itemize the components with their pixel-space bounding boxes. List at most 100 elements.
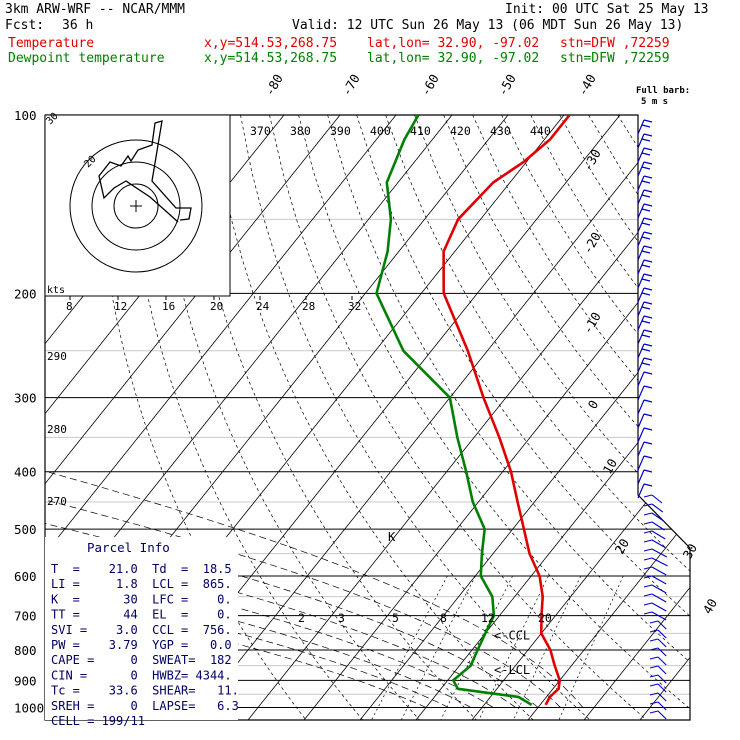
dewpoint-legend: Dewpoint temperature [8,51,165,66]
wind-barb [657,647,667,657]
wind-barb [649,692,659,696]
wind-barb [651,557,668,567]
wind-barb [637,399,645,415]
mixing-ratio-label: 20 [538,611,552,625]
wind-barb [649,665,659,669]
hodograph-speed-label: 20 [210,300,223,313]
theta-label: 420 [450,124,471,138]
theta-label: 400 [370,124,391,138]
parcel-info-title: Parcel Info [87,540,170,555]
dry-adiabat-line [705,115,740,720]
wind-barb [643,371,653,375]
full-barb-label: Full barb: [636,86,690,96]
parcel-info-row: SVI = 3.0 CCL = 756. [51,623,232,637]
wind-barb [651,566,667,576]
pressure-label: 900 [14,673,37,688]
wind-barb [641,138,651,142]
wind-barb [651,593,667,603]
isotherm-line [45,115,341,720]
wind-barb [643,119,653,123]
dry-adiabat-line [211,115,534,720]
wind-barb [643,245,653,249]
wind-barb [643,315,653,319]
dry-adiabat-line [124,115,364,720]
isotherm-line [191,115,677,720]
wind-barb [641,222,651,226]
pressure-label: 400 [14,465,37,480]
wind-barb [649,710,659,714]
dew-xy: x,y=514.53,268.75 [204,51,338,66]
wind-barb [641,194,651,198]
isotherm-line [527,115,690,720]
wind-barb [643,343,653,347]
wind-barb [643,566,653,570]
hodograph-units-label: kts [47,285,65,296]
hodograph-ring [91,161,181,251]
isotherm-line [415,115,690,720]
mixing-ratio-label: 8 [440,611,447,625]
isotherm-label: -60 [418,71,442,98]
wind-barb [643,584,653,588]
isotherm-label: 10 [600,456,621,477]
wind-barb [637,301,645,317]
wind-barb [651,494,663,504]
wind-barb [643,413,653,417]
wind-barb [643,557,653,561]
wind-barb [643,133,653,137]
pressure-label: 200 [14,286,37,301]
wind-barb [643,357,653,361]
hodograph-speed-label: 24 [256,300,270,313]
mixing-ratio-line [478,575,549,720]
isotherm-label: 0 [585,397,602,411]
mixing-ratio-label: 5 [392,611,399,625]
temperature-legend: Temperature [8,36,95,51]
mixing-ratio-line [440,575,513,720]
wind-barb [651,503,664,513]
wind-barb [643,273,653,277]
wind-barb [641,264,651,268]
isotherm-line [45,115,397,720]
pressure-label: 600 [14,569,37,584]
temp-station: stn=DFW ,72259 [560,36,670,51]
pressure-label: 800 [14,643,37,658]
forecast-label: Fcst: [5,18,45,33]
wind-barb [641,208,651,212]
parcel-info-row: PW = 3.79 YGP = 0.0 [51,638,232,652]
dry-adiabat-line [617,115,690,720]
isotherm-line [471,115,690,720]
isotherm-label: 20 [612,536,633,557]
dry-adiabat-line [501,115,690,720]
dry-adiabat-line [414,115,690,720]
isotherm-line [359,115,690,720]
parcel-info-row: K = 30 LFC = 0. [51,592,232,606]
moist-adiabat-line [45,471,516,708]
wind-barb [643,521,653,525]
moist-adiabat-line [45,471,561,708]
wind-barb [641,180,651,184]
wind-barb [657,629,667,639]
wind-barb [643,575,653,579]
wind-barb [643,441,653,445]
wind-barb [651,512,664,522]
moist-adiabat-line [45,471,449,708]
wind-barb [637,469,645,485]
wind-barb [637,343,645,359]
isotherm-label: 30 [680,541,701,562]
isotherm-label: -80 [262,71,286,98]
wind-barb [643,399,653,403]
wind-barb [637,259,645,275]
wind-barb [651,530,666,540]
wind-barb [637,315,645,331]
parcel-info-row: TT = 44 EL = 0. [51,608,232,622]
wind-barb [637,161,645,177]
forecast-hour: 36 h [62,18,94,33]
wind-barb [641,306,651,310]
wind-barb [651,611,667,621]
wind-barb [649,629,659,633]
wind-barb [641,236,651,240]
wind-barb [649,674,659,678]
wind-barb [641,348,651,352]
wind-barb [643,189,653,193]
moist-adiabat-line [45,471,494,708]
wind-barb [643,147,653,151]
